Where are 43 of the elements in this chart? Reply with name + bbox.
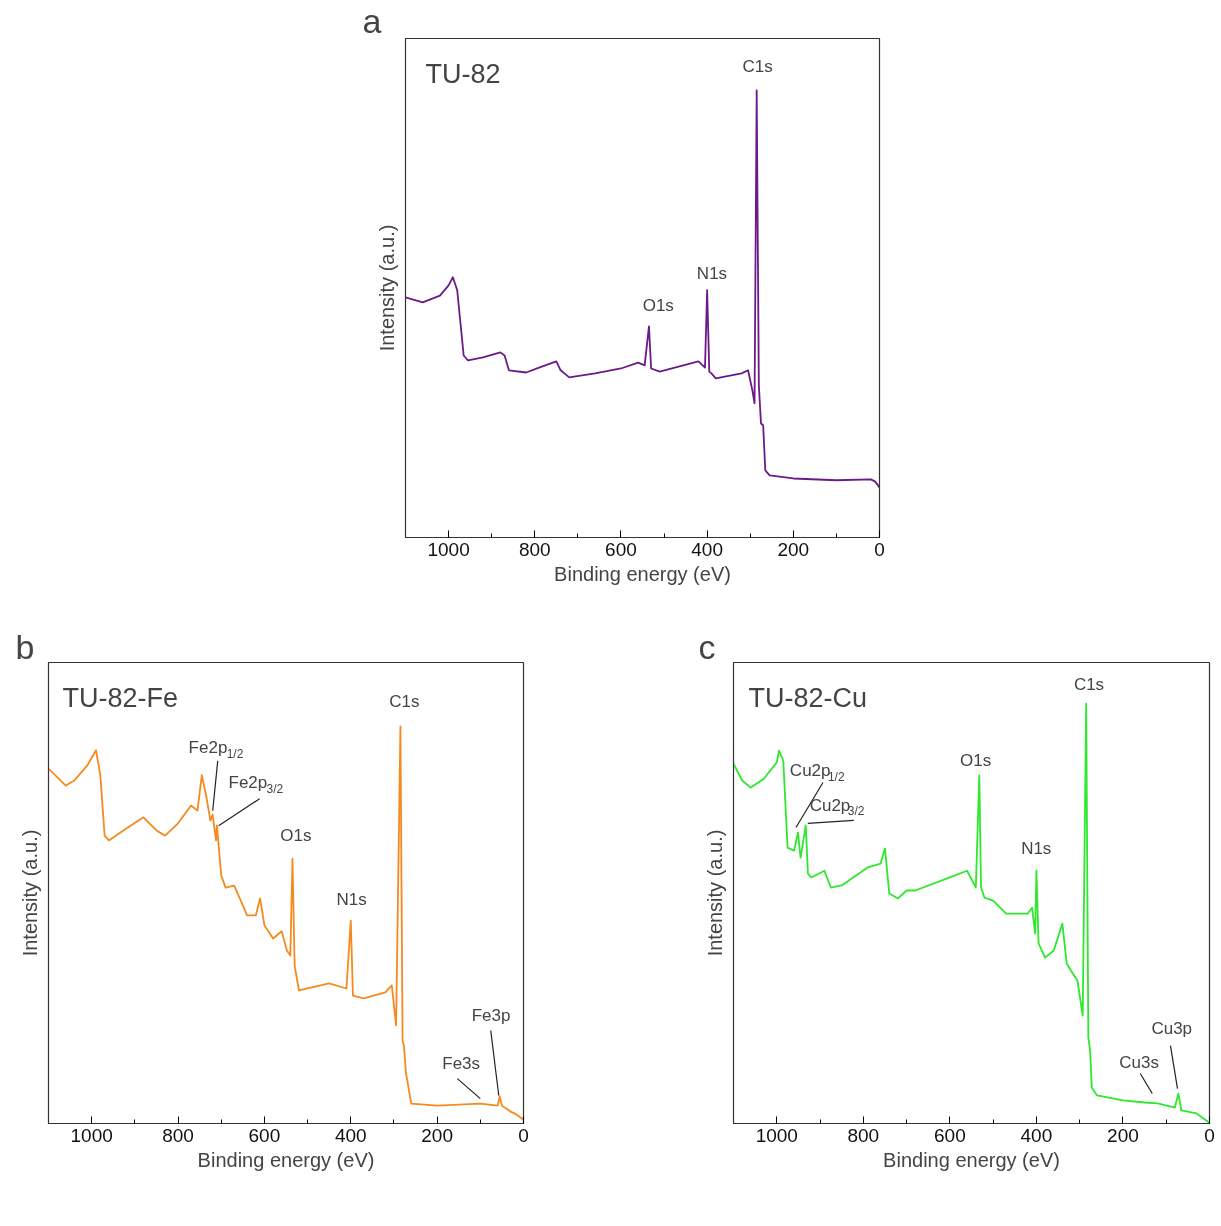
x-tick-label: 0 bbox=[518, 1124, 529, 1146]
x-tick-label: 200 bbox=[421, 1124, 453, 1146]
x-tick-label: 400 bbox=[691, 538, 723, 560]
annotation: Cu3p bbox=[1151, 1019, 1193, 1039]
x-tick-label: 0 bbox=[874, 538, 885, 560]
annotation: N1s bbox=[336, 890, 367, 910]
annotation: Fe3p bbox=[471, 1006, 511, 1025]
x-tick-label: 600 bbox=[248, 1124, 281, 1146]
x-tick-label: 1000 bbox=[755, 1124, 798, 1146]
x-tick-label: 600 bbox=[934, 1124, 966, 1146]
x-tick-label: 200 bbox=[777, 538, 810, 560]
x-tick-label: 1000 bbox=[427, 538, 470, 560]
annotation: C1s bbox=[1073, 675, 1105, 695]
annotation: Fe3s bbox=[442, 1054, 481, 1074]
x-tick-label: 800 bbox=[518, 538, 551, 560]
annotation: C1s bbox=[742, 56, 773, 76]
x-tick-label: 200 bbox=[1107, 1124, 1139, 1146]
chart-title: a bbox=[362, 1, 382, 40]
x-tick-label: 800 bbox=[162, 1124, 194, 1146]
annotation: O1s bbox=[642, 295, 674, 315]
text: TU-82-Fe bbox=[62, 682, 179, 713]
chart-title: b bbox=[15, 627, 35, 666]
annotation: O1s bbox=[960, 750, 992, 770]
y-axis-title: Intensity (a.u.) bbox=[18, 829, 41, 957]
text: TU-82 bbox=[425, 58, 501, 89]
annotation: N1s bbox=[696, 263, 728, 283]
x-tick-label: 0 bbox=[1204, 1124, 1215, 1146]
x-tick-label: 400 bbox=[1020, 1124, 1053, 1146]
annotation: N1s bbox=[1021, 839, 1052, 859]
x-tick-label: 400 bbox=[334, 1124, 367, 1146]
x-axis-title: Binding energy (eV) bbox=[197, 1148, 375, 1171]
annotation: O1s bbox=[280, 826, 312, 846]
y-axis-title: Intensity (a.u.) bbox=[375, 224, 398, 352]
annotation: C1s bbox=[389, 691, 420, 711]
annotation: TU-82-Cu bbox=[748, 682, 868, 713]
chart-title: c bbox=[698, 627, 716, 666]
x-tick-label: 1000 bbox=[70, 1124, 113, 1146]
x-tick-label: 600 bbox=[605, 538, 637, 560]
x-axis-title: Binding energy (eV) bbox=[554, 562, 731, 585]
x-tick-label: 800 bbox=[847, 1124, 880, 1146]
y-axis-title: Intensity (a.u.) bbox=[703, 829, 726, 957]
annotation: Cu3s bbox=[1119, 1053, 1159, 1073]
x-axis-title: Binding energy (eV) bbox=[883, 1148, 1060, 1171]
